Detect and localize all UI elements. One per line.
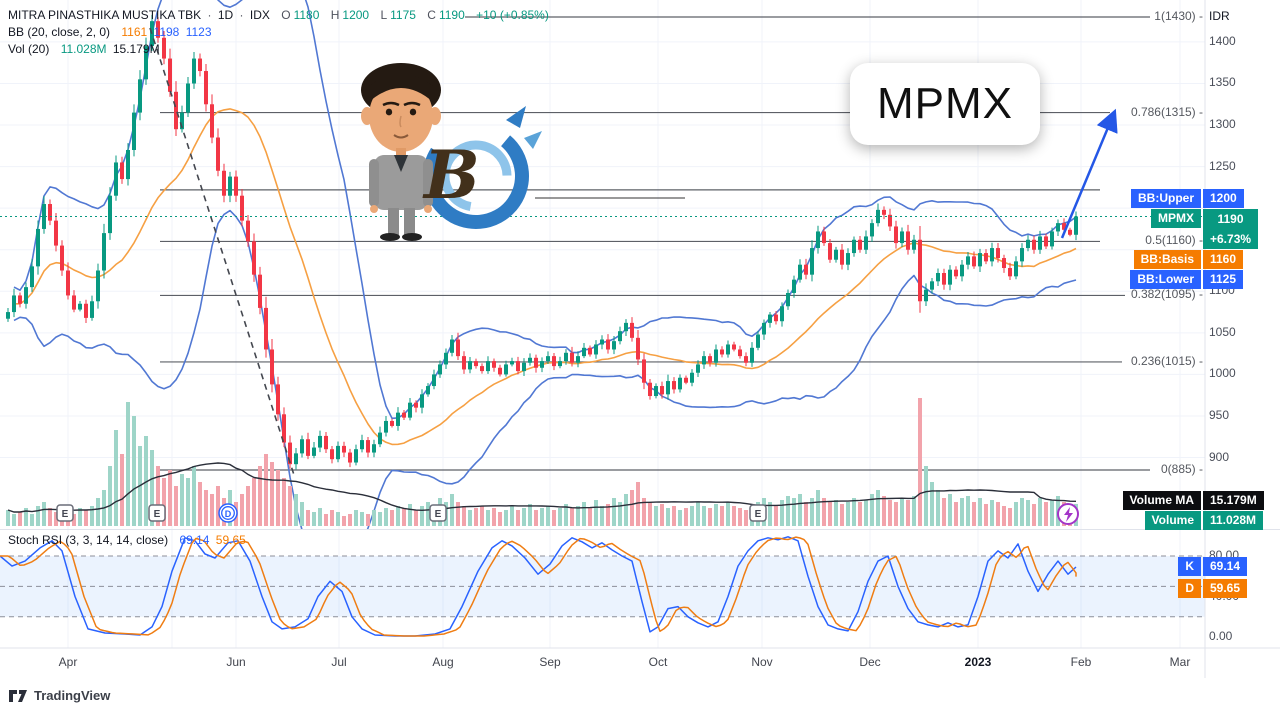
brand-b-letter: B bbox=[422, 136, 480, 214]
fib-level-label: 0.5(1160) - bbox=[1145, 233, 1203, 248]
low-value: 1175 bbox=[390, 8, 416, 22]
stoch-indicator-label[interactable]: Stoch RSI (3, 3, 14, 14, close) bbox=[8, 533, 169, 547]
svg-text:D: D bbox=[225, 509, 232, 519]
fib-level-label: 0(885) - bbox=[1160, 461, 1203, 476]
svg-text:E: E bbox=[62, 509, 69, 520]
price-tick: 1350 bbox=[1209, 75, 1236, 90]
symbol-legend-row[interactable]: MITRA PINASTHIKA MUSTIKA TBK · 1D · IDX … bbox=[8, 8, 549, 22]
time-axis-label: Jul bbox=[331, 655, 347, 669]
bb-basis-badge-value: 1160 bbox=[1203, 250, 1244, 269]
vol-value: 11.028M bbox=[60, 42, 107, 56]
callout-text: MPMX bbox=[877, 79, 1013, 128]
bb-basis-value: 1161 bbox=[121, 25, 148, 39]
svg-text:E: E bbox=[154, 509, 161, 520]
time-axis-label: Apr bbox=[58, 655, 78, 669]
stoch-tick: 0.00 bbox=[1209, 629, 1233, 643]
earnings-marker[interactable]: E bbox=[56, 504, 74, 522]
svg-text:E: E bbox=[755, 509, 762, 520]
bb-upper-badge-label: BB:Upper bbox=[1131, 189, 1201, 208]
stoch-k-badge-label: K bbox=[1178, 557, 1201, 576]
trendline-drawing[interactable] bbox=[149, 27, 296, 479]
stoch-d-value: 59.65 bbox=[215, 533, 246, 547]
high-value: 1200 bbox=[342, 8, 370, 22]
price-tick: 1400 bbox=[1209, 33, 1236, 48]
currency-label: IDR bbox=[1209, 9, 1230, 23]
mpmx-badge-value: 1190 +6.73% bbox=[1203, 209, 1259, 249]
time-axis-label: Jun bbox=[226, 655, 246, 669]
stoch-k-badge-value: 69.14 bbox=[1203, 557, 1248, 576]
vol-ma-value: 15.179M bbox=[112, 42, 160, 56]
bb-lower-badge-value: 1125 bbox=[1203, 270, 1244, 289]
svg-text:E: E bbox=[435, 509, 442, 520]
projection-arrow-drawing[interactable] bbox=[1060, 108, 1118, 239]
bb-lower-value: 1123 bbox=[185, 25, 212, 39]
volume-ma-badge-value: 15.179M bbox=[1203, 491, 1264, 510]
change-value: +10 (+0.85%) bbox=[476, 8, 549, 22]
time-axis-label: Mar bbox=[1169, 655, 1191, 669]
bb-basis-badge-label: BB:Basis bbox=[1133, 250, 1201, 269]
brand-watermark: B bbox=[358, 58, 688, 243]
stoch-d-badge-label: D bbox=[1178, 579, 1201, 598]
stoch-rsi-layer bbox=[0, 536, 1205, 637]
volume-ma-badge-label: Volume MA bbox=[1122, 491, 1201, 510]
time-axis-label: 2023 bbox=[964, 655, 992, 669]
fib-level-label: 0.786(1315) - bbox=[1130, 104, 1203, 119]
earnings-marker[interactable]: E bbox=[429, 504, 447, 522]
fib-level-label: 1(1430) - bbox=[1154, 9, 1203, 23]
bb-legend-row[interactable]: BB (20, close, 2, 0) 1161 1198 1123 bbox=[8, 25, 215, 39]
avatar bbox=[361, 63, 441, 241]
symbol-title[interactable]: MITRA PINASTHIKA MUSTIKA TBK bbox=[8, 8, 202, 22]
open-value: 1180 bbox=[293, 8, 320, 22]
mpmx-callout[interactable]: MPMX bbox=[850, 63, 1040, 145]
time-axis-label: Nov bbox=[751, 655, 773, 669]
tradingview-logo-icon bbox=[9, 690, 27, 702]
time-axis-label: Oct bbox=[648, 655, 668, 669]
time-axis-label: Sep bbox=[539, 655, 561, 669]
bb-upper-value: 1198 bbox=[153, 25, 180, 39]
time-axis-label: Feb bbox=[1070, 655, 1092, 669]
price-tick: 950 bbox=[1209, 407, 1230, 422]
tradingview-footer[interactable]: TradingView bbox=[8, 687, 110, 703]
chart-canvas[interactable]: E E D E E bbox=[0, 0, 1280, 678]
stoch-k-value: 69.14 bbox=[179, 533, 210, 547]
fib-level-label: 0.382(1095) - bbox=[1130, 287, 1203, 302]
timeframe[interactable]: 1D bbox=[217, 8, 234, 22]
close-value: 1190 bbox=[438, 8, 465, 22]
earnings-marker[interactable]: E bbox=[148, 504, 166, 522]
flash-marker[interactable] bbox=[1057, 503, 1079, 525]
tradingview-brand-text[interactable]: TradingView bbox=[34, 687, 111, 703]
price-tick: 1250 bbox=[1209, 158, 1236, 173]
time-axis-label: Dec bbox=[859, 655, 881, 669]
bb-indicator-label[interactable]: BB (20, close, 2, 0) bbox=[8, 25, 111, 39]
bb-upper-badge-value: 1200 bbox=[1203, 189, 1244, 208]
vol-indicator-label[interactable]: Vol (20) bbox=[8, 42, 50, 56]
volume-badge-label: Volume bbox=[1144, 511, 1201, 530]
vol-legend-row[interactable]: Vol (20) 11.028M 15.179M bbox=[8, 42, 163, 56]
fib-level-label: 0.236(1015) - bbox=[1130, 353, 1203, 368]
mpmx-badge-label: MPMX bbox=[1151, 209, 1201, 228]
price-tick: 1000 bbox=[1209, 366, 1236, 381]
exchange: IDX bbox=[249, 8, 270, 22]
time-axis-label: Aug bbox=[432, 655, 454, 669]
bb-lower-badge-label: BB:Lower bbox=[1130, 270, 1201, 289]
price-tick: 1050 bbox=[1209, 324, 1236, 339]
candles-layer bbox=[6, 14, 1078, 470]
price-tick: 900 bbox=[1209, 449, 1230, 464]
dividend-marker[interactable]: D bbox=[218, 503, 238, 523]
volume-layer bbox=[6, 398, 1078, 526]
earnings-marker[interactable]: E bbox=[749, 504, 767, 522]
stoch-legend-row[interactable]: Stoch RSI (3, 3, 14, 14, close) 69.14 59… bbox=[8, 533, 249, 547]
stoch-d-badge-value: 59.65 bbox=[1203, 579, 1248, 598]
volume-badge-value: 11.028M bbox=[1203, 511, 1264, 530]
price-tick: 1300 bbox=[1209, 117, 1236, 132]
